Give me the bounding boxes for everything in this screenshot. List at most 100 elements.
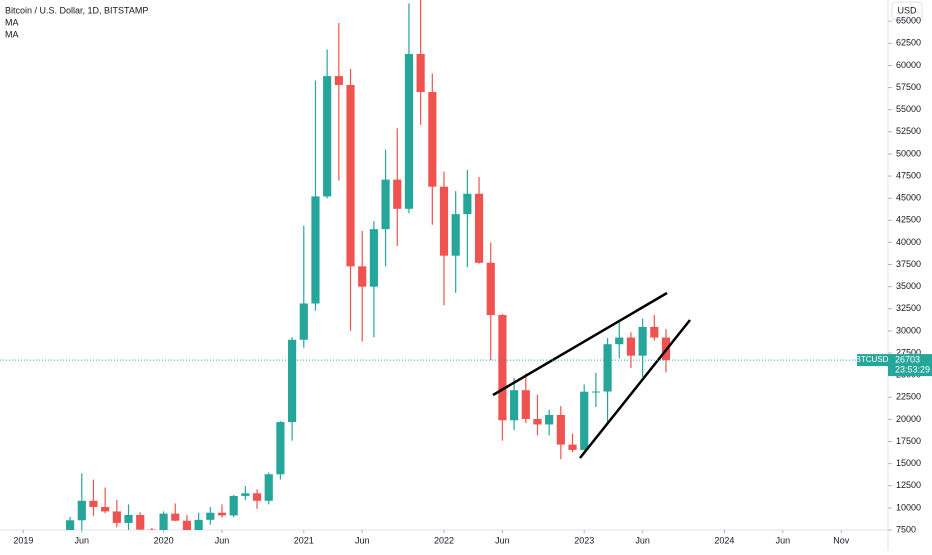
y-tick-label: 37500 — [896, 259, 921, 269]
y-tick-label: 15000 — [896, 458, 921, 468]
candle-body — [241, 493, 250, 496]
candle-body — [136, 514, 145, 530]
candle-body — [276, 422, 285, 475]
trend-line — [492, 291, 668, 397]
x-tick-label: 2024 — [714, 535, 734, 545]
candle-body — [369, 229, 378, 287]
candle-body — [580, 391, 589, 450]
candle-body — [463, 193, 472, 215]
indicator-label[interactable]: MA — [5, 29, 19, 39]
candle-body — [626, 337, 636, 356]
y-tick-label: 20000 — [896, 414, 921, 424]
candle-body — [486, 262, 495, 315]
price-badge — [888, 354, 932, 377]
candle-body — [101, 506, 110, 512]
candle-body — [323, 76, 332, 197]
candle-body — [451, 214, 460, 256]
y-tick-label: 60000 — [896, 60, 921, 70]
x-tick-label: Jun — [495, 535, 510, 545]
candle-body — [603, 344, 612, 392]
candle-body — [381, 179, 390, 230]
x-tick-label: 2019 — [13, 535, 33, 545]
trend-lines — [492, 291, 691, 459]
candle-body — [334, 76, 343, 85]
candle-body — [217, 512, 227, 516]
x-tick-label: Jun — [776, 535, 791, 545]
candle-body — [66, 520, 75, 530]
candle-body — [171, 513, 180, 521]
symbol-label: BTCUSD — [856, 355, 889, 364]
currency-label[interactable]: USD — [897, 5, 917, 15]
candle-body — [638, 326, 647, 356]
candle-body — [556, 414, 565, 445]
x-tick-label: 2023 — [574, 535, 594, 545]
last-price-label: 26703 — [895, 354, 920, 364]
y-tick-label: 32500 — [896, 303, 921, 313]
candle-body — [182, 520, 192, 530]
candle-body — [510, 390, 519, 421]
y-tick-label: 52500 — [896, 126, 921, 136]
candle-body — [498, 314, 507, 421]
candle-body — [474, 193, 484, 263]
candle-body — [299, 303, 308, 340]
candle-body — [229, 495, 238, 516]
y-tick-label: 42500 — [896, 215, 921, 225]
candle-body — [89, 500, 98, 507]
candle-body — [194, 519, 203, 530]
y-tick-label: 27500 — [896, 347, 921, 357]
candle-body — [159, 513, 168, 530]
y-tick-label: 17500 — [896, 436, 921, 446]
y-tick-label: 55000 — [896, 104, 921, 114]
y-tick-label: 12500 — [896, 480, 921, 490]
candle-body — [533, 418, 542, 425]
y-tick-label: 65000 — [896, 16, 921, 26]
candle-body — [147, 529, 156, 530]
x-tick-label: Jun — [75, 535, 90, 545]
candle-body — [416, 53, 425, 93]
y-tick-label: 10000 — [896, 502, 921, 512]
x-tick-label: Jun — [635, 535, 650, 545]
candle-body — [358, 266, 367, 287]
candle-body — [568, 444, 577, 450]
x-tick-label: 2021 — [294, 535, 314, 545]
y-tick-label: 57500 — [896, 82, 921, 92]
candle-body — [112, 511, 121, 523]
candle-body — [545, 414, 554, 425]
x-tick-label: Jun — [215, 535, 230, 545]
candle-body — [650, 326, 659, 338]
x-tick-label: Nov — [833, 535, 850, 545]
indicator-label[interactable]: MA — [5, 17, 19, 27]
currency-button[interactable] — [891, 1, 923, 21]
candle-body — [124, 514, 133, 523]
candle-body — [393, 179, 402, 209]
candle-body — [77, 500, 86, 521]
chart-title: Bitcoin / U.S. Dollar, 1D, BITSTAMP — [5, 5, 148, 15]
candle-body — [591, 391, 600, 393]
y-tick-label: 47500 — [896, 170, 921, 180]
candles — [66, 0, 671, 530]
x-tick-label: Jun — [355, 535, 370, 545]
candle-body — [288, 339, 297, 423]
y-tick-label: 35000 — [896, 281, 921, 291]
candle-body — [439, 186, 449, 256]
candle-body — [404, 53, 414, 209]
y-tick-label: 7500 — [896, 524, 916, 534]
y-tick-label: 45000 — [896, 193, 921, 203]
candle-body — [311, 196, 320, 304]
candle-body — [615, 337, 624, 345]
x-tick-label: 2020 — [154, 535, 174, 545]
y-tick-label: 50000 — [896, 148, 921, 158]
trend-line — [579, 319, 691, 459]
candle-body — [428, 92, 437, 187]
x-tick-label: 2022 — [434, 535, 454, 545]
candle-body — [252, 493, 262, 501]
candle-body — [521, 390, 530, 419]
y-tick-label: 62500 — [896, 38, 921, 48]
y-tick-label: 30000 — [896, 325, 921, 335]
candle-body — [206, 512, 215, 520]
candle-body — [346, 84, 355, 267]
countdown-label: 23:53:29 — [895, 364, 930, 374]
y-tick-label: 40000 — [896, 237, 921, 247]
